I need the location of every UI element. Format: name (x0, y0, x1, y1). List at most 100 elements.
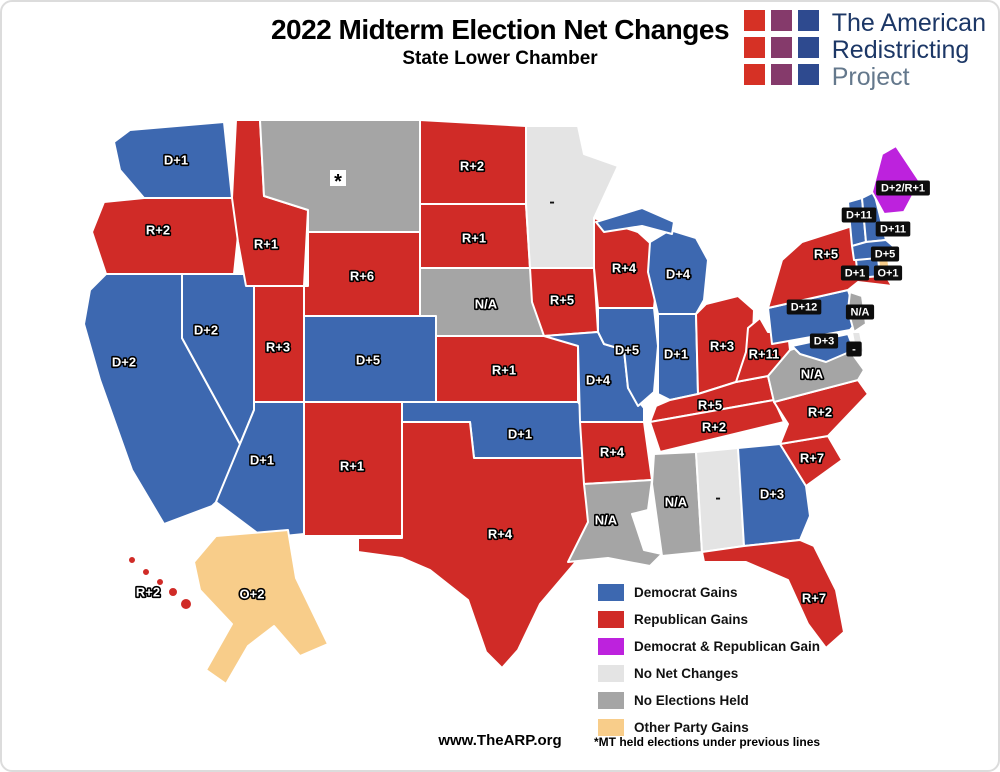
state-ny-label: R+5 (814, 247, 838, 262)
legend-swatch-noelec (598, 692, 624, 709)
state-vt-label: D+11 (846, 210, 872, 222)
state-fl-label: R+7 (802, 591, 826, 606)
logo-line-1: The American (831, 9, 986, 37)
state-de-label-box (846, 341, 862, 357)
state-nh-label: D+11 (880, 224, 906, 236)
state-ia-label: R+5 (550, 293, 574, 308)
state-wa-label: D+1 (164, 153, 188, 168)
legend-label: Democrat Gains (634, 585, 738, 600)
state-la-label: N/A (595, 513, 618, 528)
state-nh-label-box (875, 221, 911, 237)
legend: Democrat Gains Republican Gains Democrat &… (598, 579, 820, 741)
logo-square-icon (797, 37, 819, 58)
state-mi (647, 229, 709, 315)
state-me-label-box (876, 180, 930, 196)
state-wi-label: R+4 (612, 261, 637, 276)
state-ct-label-box (870, 246, 900, 262)
state-ga-label: D+3 (760, 487, 784, 502)
state-tx-label: R+4 (488, 527, 513, 542)
page-title: 2022 Midterm Election Net Changes (270, 14, 730, 45)
state-md-label: D+3 (814, 336, 835, 348)
legend-item-noelec: No Elections Held (598, 687, 820, 714)
legend-label: No Net Changes (634, 666, 739, 681)
legend-label: Other Party Gains (634, 720, 749, 735)
state-id-label: R+1 (254, 237, 278, 252)
logo-square-icon (797, 10, 819, 31)
state-hi (141, 567, 151, 577)
state-oh-label: R+3 (710, 339, 734, 354)
footnote-text: *MT held elections under previous lines (594, 735, 821, 749)
logo-square-icon (743, 10, 765, 31)
state-me (871, 145, 921, 215)
state-hi-label: R+2 (136, 585, 160, 600)
arp-logo-grid-icon (743, 10, 819, 85)
logo-square-icon (770, 37, 792, 58)
logo-square-icon (797, 64, 819, 85)
legend-swatch-both (598, 638, 624, 655)
state-mo-label: D+4 (586, 373, 611, 388)
state-va-label: N/A (801, 367, 824, 382)
state-ks-label: R+1 (492, 363, 516, 378)
state-tx (357, 421, 603, 669)
legend-swatch-rep (598, 611, 624, 628)
state-nv-label: D+2 (194, 323, 218, 338)
state-ca-label: D+2 (112, 355, 136, 370)
state-la (567, 479, 663, 567)
state-de-label: - (852, 344, 856, 356)
logo-line-2: Redistricting (831, 36, 970, 64)
state-mn-label: - (549, 194, 554, 211)
legend-item-rep: Republican Gains (598, 606, 820, 633)
state-ms-label: N/A (665, 495, 688, 510)
logo-line-3: Project (831, 63, 910, 91)
logo-square-icon (743, 37, 765, 58)
legend-swatch-other (598, 719, 624, 736)
logo-square-icon (770, 10, 792, 31)
state-tn-label: R+2 (702, 420, 726, 435)
state-ms (651, 451, 703, 557)
state-nm-label: R+1 (340, 459, 364, 474)
state-vt-label-box (841, 207, 877, 223)
state-ma-label-box (840, 265, 870, 281)
state-hi (167, 586, 179, 598)
legend-item-both: Democrat & Republican Gain (598, 633, 820, 660)
state-ky-label: R+5 (698, 398, 722, 413)
state-ma-label: D+1 (845, 268, 866, 280)
state-il (597, 307, 659, 407)
legend-label: Democrat & Republican Gain (634, 639, 821, 654)
arp-logo: The American Redistricting Project (743, 9, 986, 91)
legend-label: Republican Gains (634, 612, 749, 627)
state-ri-label: O+1 (877, 268, 898, 280)
state-nd-label: R+2 (460, 159, 484, 174)
legend-swatch-dem (598, 584, 624, 601)
state-hi (179, 597, 193, 611)
legend-item-none: No Net Changes (598, 660, 820, 687)
legend-swatch-none (598, 665, 624, 682)
state-md-label-box (809, 333, 839, 349)
state-nc-label: R+2 (808, 405, 832, 420)
legend-item-dem: Democrat Gains (598, 579, 820, 606)
state-hi (155, 577, 165, 587)
state-fl (701, 539, 845, 649)
state-wy-label: R+6 (350, 269, 374, 284)
state-ut-label: R+3 (266, 340, 290, 355)
state-nj-label: N/A (851, 307, 870, 319)
state-or-label: R+2 (146, 223, 170, 238)
state-ar-label: R+4 (600, 445, 625, 460)
state-ri-label-box (873, 265, 903, 281)
state-az-label: D+1 (250, 453, 274, 468)
state-mi (595, 207, 675, 235)
state-nj-label-box (845, 304, 875, 320)
state-ak-label: O+2 (240, 587, 265, 602)
page-subtitle: State Lower Chamber (402, 48, 598, 69)
legend-label: No Elections Held (634, 693, 749, 708)
logo-square-icon (770, 64, 792, 85)
state-ak (193, 529, 329, 685)
legend-item-other: Other Party Gains (598, 714, 820, 741)
state-me-label: D+2/R+1 (881, 183, 925, 195)
state-co-label: D+5 (356, 353, 380, 368)
state-il-label: D+5 (615, 343, 639, 358)
state-mt-label: * (334, 171, 342, 193)
state-pa-label-box (786, 299, 822, 315)
